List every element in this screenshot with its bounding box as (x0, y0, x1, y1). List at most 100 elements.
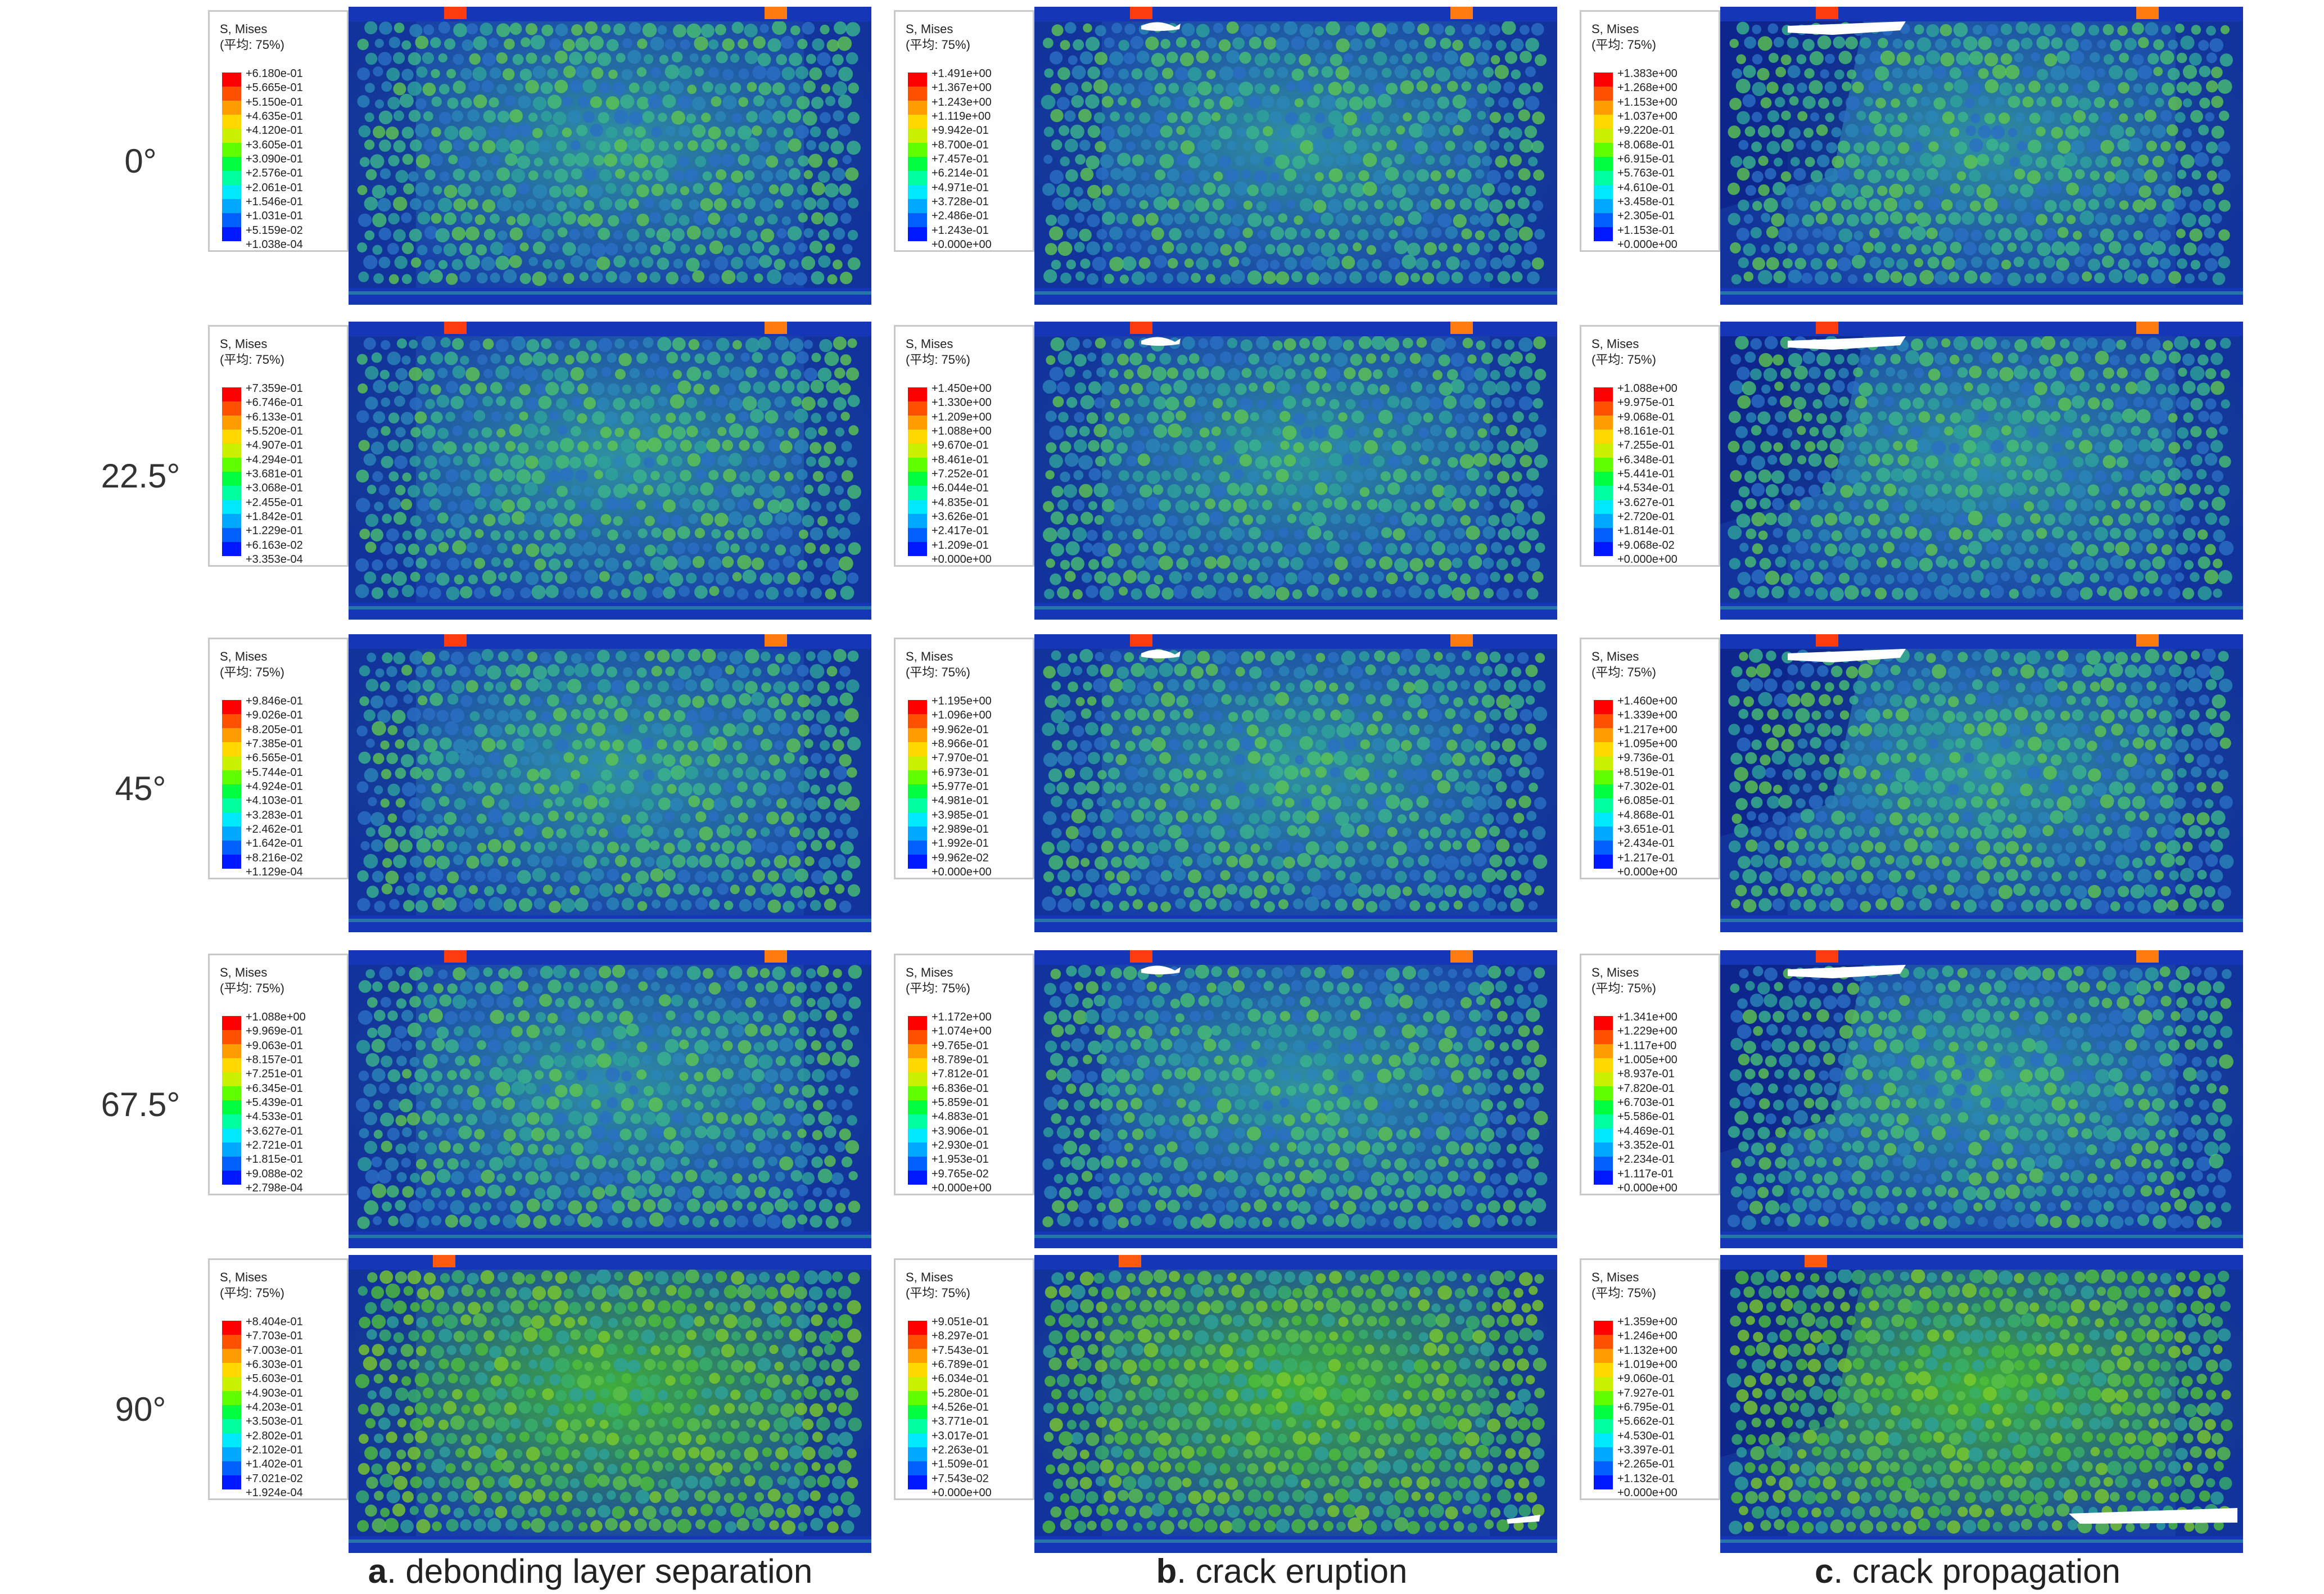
legend-tick: +9.962e-01 (932, 723, 989, 736)
color-swatch (1594, 1419, 1613, 1433)
legend-tick: +1.037e+00 (1617, 110, 1678, 123)
legend-tick: +7.543e-02 (932, 1472, 989, 1485)
color-swatch (222, 1475, 241, 1489)
legend-tick: +3.771e-01 (932, 1415, 989, 1428)
color-swatch (908, 1114, 927, 1128)
caption-letter: c (1815, 1552, 1834, 1590)
legend-tick: +1.153e-01 (1617, 224, 1675, 237)
color-swatch (222, 528, 241, 542)
legend-tick: +1.953e-01 (932, 1153, 989, 1166)
legend-tick: +3.352e-01 (1617, 1139, 1675, 1152)
color-swatch (908, 855, 927, 869)
legend-tick: +8.700e-01 (932, 138, 989, 151)
legend-tick: +7.255e-01 (1617, 439, 1675, 452)
legend-tick: +9.026e-01 (246, 709, 303, 722)
color-swatch (222, 1433, 241, 1447)
legend-tick: +7.359e-01 (246, 382, 303, 395)
color-swatch (222, 472, 241, 486)
color-swatch (1594, 1363, 1613, 1377)
color-swatch (222, 129, 241, 143)
legend-tick: +2.930e-01 (932, 1139, 989, 1152)
color-swatch (1594, 213, 1613, 227)
color-swatch (222, 1391, 241, 1405)
legend-tick: +7.003e-01 (246, 1344, 303, 1357)
legend-tick: +2.265e-01 (1617, 1458, 1675, 1471)
legend-title: S, Mises (220, 337, 268, 351)
legend-a-90: S, Mises (平均: 75%) +8.404e-01 +7.703e-01 +7.… (208, 1258, 349, 1500)
caption-text: . debonding layer separation (387, 1552, 813, 1590)
legend-tick: +2.989e-01 (932, 823, 989, 836)
legend-tick: +5.603e-01 (246, 1372, 303, 1385)
color-scale (222, 73, 241, 241)
legend-tick: +1.509e-01 (932, 1458, 989, 1471)
color-swatch (1594, 73, 1613, 87)
color-swatch (1594, 1475, 1613, 1489)
legend-tick: +1.330e+00 (932, 396, 992, 409)
color-swatch (908, 1349, 927, 1363)
legend-tick: +1.924e-04 (246, 1486, 303, 1499)
legend-subtitle: (平均: 75%) (906, 353, 970, 367)
legend-tick: +7.302e-01 (1617, 780, 1675, 793)
color-swatch (222, 855, 241, 869)
legend-tick: +1.038e-04 (246, 238, 303, 251)
legend-tick: +4.924e-01 (246, 780, 303, 793)
column-caption-a: a. debonding layer separation (337, 1552, 843, 1591)
color-swatch (908, 171, 927, 185)
legend-b-0: S, Mises (平均: 75%) +1.491e+00 +1.367e+00 +1.… (894, 10, 1034, 252)
legend-tick: +2.234e-01 (1617, 1153, 1675, 1166)
legend-tick: +1.088e+00 (246, 1011, 306, 1023)
legend-tick: +4.103e-01 (246, 794, 303, 807)
color-swatch (1594, 185, 1613, 199)
color-swatch (1594, 1433, 1613, 1447)
legend-tick: +4.903e-01 (246, 1387, 303, 1399)
legend-tick: +6.133e-01 (246, 410, 303, 423)
color-swatch (1594, 812, 1613, 827)
legend-tick: +3.353e-04 (246, 553, 303, 566)
contour-plot-b-0 (1034, 7, 1557, 305)
legend-tick: +9.051e-01 (932, 1316, 989, 1328)
color-swatch (1594, 528, 1613, 542)
color-swatch (222, 542, 241, 556)
color-swatch (222, 742, 241, 756)
legend-tick: +2.802e-01 (246, 1429, 303, 1442)
legend-tick: +4.868e-01 (1617, 809, 1675, 821)
legend-tick: +1.450e+00 (932, 382, 992, 395)
legend-tick: +4.835e-01 (932, 496, 989, 509)
legend-tick: +7.543e-01 (932, 1344, 989, 1357)
color-swatch (908, 213, 927, 227)
legend-tick: +4.971e-01 (932, 181, 989, 194)
legend-ticks: +1.341e+00 +1.229e+00 +1.117e+00 +1.005e+00… (1617, 1012, 1678, 1194)
color-scale (908, 387, 927, 556)
row-label-22-5: 22.5° (101, 457, 180, 495)
color-swatch (222, 1461, 241, 1475)
legend-tick: +6.085e-01 (1617, 794, 1675, 807)
color-swatch (1594, 227, 1613, 241)
color-swatch (222, 1072, 241, 1086)
legend-tick: +6.795e-01 (1617, 1401, 1675, 1414)
color-swatch (222, 1086, 241, 1100)
legend-tick: +1.243e+00 (932, 96, 992, 109)
color-swatch (1594, 841, 1613, 855)
color-swatch (1594, 171, 1613, 185)
caption-text: . crack propagation (1833, 1552, 2120, 1590)
legend-tick: +6.915e-01 (1617, 152, 1675, 165)
legend-tick: +1.119e+00 (932, 110, 991, 123)
legend-tick: +5.662e-01 (1617, 1415, 1675, 1428)
legend-tick: +5.280e-01 (932, 1387, 989, 1399)
legend-tick: +9.220e-01 (1617, 124, 1675, 137)
color-swatch (908, 542, 927, 556)
color-swatch (222, 227, 241, 241)
color-swatch (222, 87, 241, 101)
color-swatch (908, 1086, 927, 1100)
legend-ticks: +6.180e-01 +5.665e-01 +5.150e-01 +4.635e-01… (246, 68, 303, 250)
legend-tick: +6.345e-01 (246, 1082, 303, 1095)
contour-plot-b-90 (1034, 1255, 1557, 1553)
color-swatch (222, 714, 241, 728)
legend-tick: +8.297e-01 (932, 1330, 989, 1343)
legend-tick: +8.161e-01 (1617, 425, 1675, 437)
legend-tick: +9.765e-02 (932, 1167, 989, 1180)
color-swatch (222, 416, 241, 430)
legend-tick: +1.129e-04 (246, 865, 303, 878)
color-swatch (908, 1044, 927, 1058)
color-swatch (1594, 1157, 1613, 1171)
